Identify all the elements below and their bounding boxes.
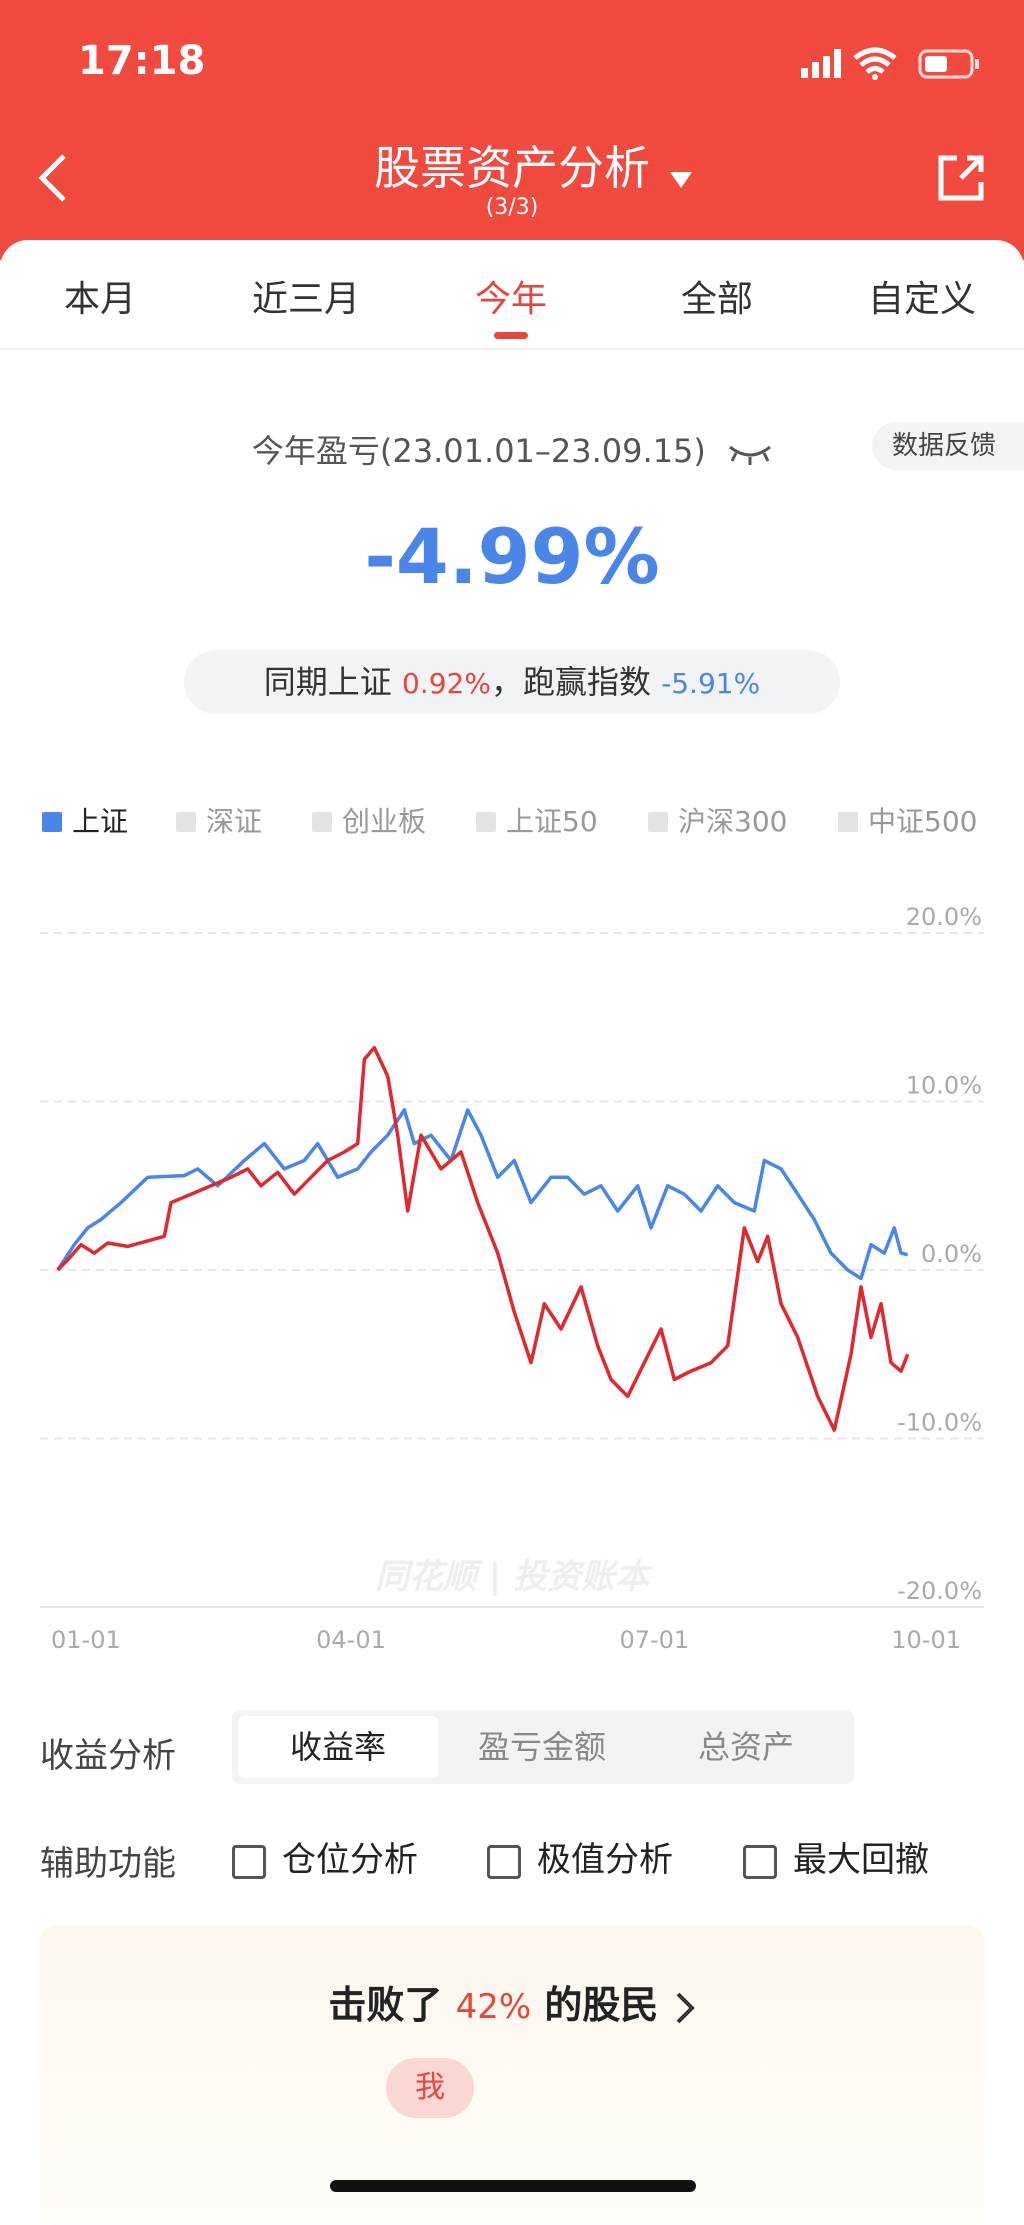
legend-label: 沪深300 <box>678 805 787 838</box>
page-subtitle: (3/3) <box>485 195 539 220</box>
tab[interactable]: 今年 <box>474 279 547 320</box>
segment[interactable]: 盈亏金额 <box>477 1728 606 1766</box>
legend-swatch <box>838 812 858 832</box>
x-tick-label: 04-01 <box>316 1626 386 1654</box>
rank-text[interactable]: 击败了 42% 的股民 <box>0 1974 1024 2029</box>
y-tick-label: -20.0% <box>897 1577 982 1605</box>
summary-value: -4.99% <box>364 512 660 601</box>
option-label: 极值分析 <box>537 1840 673 1880</box>
legend-label: 上证 <box>72 805 128 838</box>
tab[interactable]: 自定义 <box>867 279 976 320</box>
feedback-button[interactable]: 数据反馈 <box>872 422 1024 470</box>
divider <box>0 348 1024 350</box>
series-line <box>56 1045 910 1432</box>
legend-swatch <box>176 812 196 832</box>
tab-indicator <box>494 332 528 339</box>
share-button[interactable] <box>935 152 987 204</box>
y-tick-label: -10.0% <box>897 1409 982 1437</box>
aux-label: 辅助功能 <box>40 1844 176 1884</box>
legend-label: 上证50 <box>506 805 598 838</box>
index-return: 0.92% <box>401 667 491 700</box>
summary-title-text: 今年盈亏(23.01.01–23.09.15) <box>251 432 706 470</box>
legend-label: 创业板 <box>342 805 426 838</box>
x-tick-label: 07-01 <box>619 1626 689 1654</box>
x-tick-label: 10-01 <box>891 1626 961 1654</box>
y-tick-label: 20.0% <box>906 903 982 931</box>
x-tick-label: 01-01 <box>51 1626 121 1654</box>
option-label: 最大回撤 <box>793 1840 929 1880</box>
series-line <box>56 1108 909 1281</box>
eye-icon[interactable] <box>728 441 772 465</box>
profit-label: 收益分析 <box>40 1736 176 1776</box>
compare-middle: ，跑赢指数 <box>490 663 651 701</box>
legend-swatch <box>648 812 668 832</box>
legend-label: 中证500 <box>868 805 977 838</box>
y-tick-label: 10.0% <box>906 1072 982 1100</box>
segment[interactable]: 收益率 <box>238 1716 438 1778</box>
summary-title: 今年盈亏(23.01.01–23.09.15) <box>0 426 1024 472</box>
aux-option[interactable]: 极值分析 <box>487 1832 673 1881</box>
status-time: 17:18 <box>78 38 206 84</box>
rank-prefix: 击败了 <box>328 1983 443 2027</box>
me-badge: 我 <box>386 2058 474 2118</box>
aux-option[interactable]: 最大回撤 <box>743 1832 929 1881</box>
legend-swatch <box>42 812 62 832</box>
tab[interactable]: 全部 <box>680 279 753 320</box>
header-bar <box>0 0 1024 260</box>
tab[interactable]: 近三月 <box>251 279 360 320</box>
checkbox[interactable] <box>232 1844 266 1879</box>
legend-swatch <box>312 812 332 832</box>
excess-return: -5.91% <box>661 667 761 700</box>
tab[interactable]: 本月 <box>63 279 136 320</box>
rank-arrow <box>676 1992 695 2023</box>
compare-pill: 同期上证 0.92%，跑赢指数 -5.91% <box>184 650 840 714</box>
rank-suffix: 的股民 <box>544 1983 659 2027</box>
rank-card <box>40 1925 984 2225</box>
dropdown-arrow[interactable] <box>668 170 694 190</box>
rank-percent: 42% <box>455 1987 532 2027</box>
segment[interactable]: 总资产 <box>697 1728 794 1766</box>
aux-option[interactable]: 仓位分析 <box>232 1832 418 1881</box>
compare-prefix: 同期上证 <box>263 663 392 701</box>
chart: 上证 深证 创业板 上证50 沪深300 中证500 同花顺 | 投资账本 20.0% 10.0… <box>40 805 984 1654</box>
watermark: 同花顺 | 投资账本 <box>375 1557 653 1597</box>
option-label: 仓位分析 <box>282 1840 418 1880</box>
home-indicator <box>330 2180 696 2192</box>
status-icons <box>801 47 979 80</box>
checkbox[interactable] <box>487 1844 521 1879</box>
checkbox[interactable] <box>743 1844 777 1879</box>
page-title[interactable]: 股票资产分析 <box>374 141 650 195</box>
legend-label: 深证 <box>206 805 262 838</box>
back-button[interactable] <box>34 150 74 210</box>
content-panel <box>0 240 1024 2218</box>
y-tick-label: 0.0% <box>921 1240 982 1268</box>
segment-control: 收益率 盈亏金额 总资产 <box>232 1710 854 1784</box>
legend-swatch <box>476 812 496 832</box>
